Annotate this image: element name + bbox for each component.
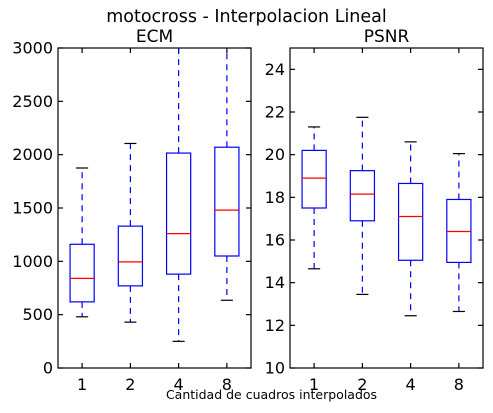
chart2-box bbox=[397, 182, 424, 261]
chart1-xtick-label: 1 bbox=[77, 375, 87, 394]
chart1-title: ECM bbox=[136, 27, 173, 47]
figure-title: motocross - Interpolacion Lineal bbox=[106, 7, 387, 27]
chart2-ytick-label: 16 bbox=[265, 231, 285, 250]
chart1-box bbox=[69, 243, 95, 303]
figure-x-axis-label: Cantidad de cuadros interpolados bbox=[165, 387, 378, 402]
chart2-ytick-label: 20 bbox=[265, 145, 285, 164]
chart1-box bbox=[165, 152, 192, 275]
chart1-ytick-label: 1000 bbox=[12, 252, 53, 271]
chart1-ytick-label: 2000 bbox=[12, 145, 53, 164]
chart1-box bbox=[117, 225, 144, 287]
chart2-ytick-label: 10 bbox=[265, 359, 285, 378]
chart2-box bbox=[349, 170, 376, 222]
chart1-plot-frame bbox=[57, 47, 252, 369]
chart2-xtick-label: 1 bbox=[309, 375, 319, 394]
chart2-ytick-label: 14 bbox=[265, 273, 285, 292]
chart1-box bbox=[214, 146, 240, 257]
chart1-ytick-label: 500 bbox=[22, 305, 53, 324]
chart1-xtick-label: 4 bbox=[174, 375, 184, 394]
chart2-ytick-label: 24 bbox=[265, 60, 285, 79]
chart1-xtick-label: 2 bbox=[125, 375, 135, 394]
chart1-ytick-label: 0 bbox=[43, 359, 53, 378]
chart2-xtick-label: 2 bbox=[357, 375, 367, 394]
chart2-box bbox=[301, 149, 327, 209]
chart2-ytick-label: 22 bbox=[265, 103, 285, 122]
chart2-ytick-label: 18 bbox=[265, 188, 285, 207]
chart2-ytick-label: 12 bbox=[265, 316, 285, 335]
chart1-ytick-label: 1500 bbox=[12, 199, 53, 218]
chart1-ytick-label: 3000 bbox=[12, 39, 53, 58]
chart1-ytick-label: 2500 bbox=[12, 92, 53, 111]
chart1-xtick-label: 8 bbox=[222, 375, 232, 394]
chart2-xtick-label: 4 bbox=[406, 375, 416, 394]
chart2-plot-frame bbox=[289, 47, 484, 369]
chart2-xtick-label: 8 bbox=[454, 375, 464, 394]
chart2-title: PSNR bbox=[364, 27, 410, 47]
